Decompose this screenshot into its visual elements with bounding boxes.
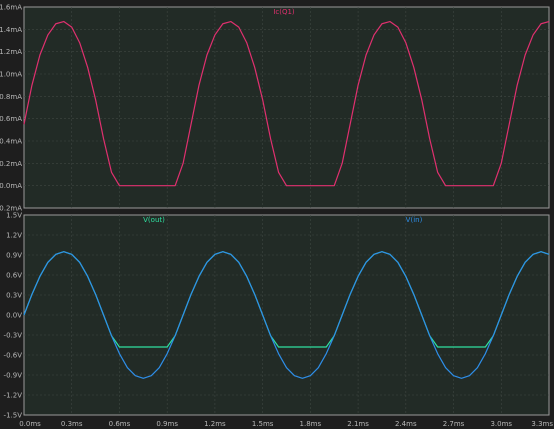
y-tick-label: 1.5V	[6, 212, 22, 220]
y-tick-label: -0.2mA	[0, 205, 22, 213]
x-tick-label: 1.8ms	[300, 420, 322, 428]
trace-label[interactable]: V(out)	[143, 216, 165, 224]
trace-label[interactable]: Ic(Q1)	[273, 8, 295, 16]
top-plot-pane[interactable]: 1.6mA 1.4mA 1.2mA 1.0mA 0.8mA 0.6mA 0.4mA 0.2mA…	[0, 4, 550, 213]
x-tick-label: 3.0ms	[490, 420, 512, 428]
trace-v-in[interactable]	[23, 251, 550, 379]
top-y-axis-ticks: 1.6mA 1.4mA 1.2mA 1.0mA 0.8mA 0.6mA 0.4mA 0.2mA…	[0, 4, 22, 213]
y-tick-label: 0.8mA	[0, 93, 22, 101]
top-trace-labels: Ic(Q1)	[273, 8, 295, 16]
trace-label[interactable]: V(in)	[406, 216, 423, 224]
y-tick-label: 0.2mA	[0, 160, 22, 168]
y-tick-label: 0.0V	[6, 312, 22, 320]
y-tick-label: -0.9V	[4, 372, 23, 380]
top-traces	[23, 20, 550, 187]
x-axis-ticks: 0.0ms 0.3ms 0.6ms 0.9ms 1.2ms 1.5ms 1.8ms 2.1ms…	[19, 420, 553, 428]
x-tick-label: 1.2ms	[204, 420, 226, 428]
y-tick-label: 1.2V	[6, 232, 22, 240]
y-tick-label: -1.5V	[4, 412, 23, 420]
top-plot-area	[23, 6, 550, 209]
x-tick-label: 3.3ms	[531, 420, 553, 428]
y-tick-label: -0.6V	[4, 352, 23, 360]
y-tick-label: 1.0mA	[0, 71, 22, 79]
x-tick-label: 2.1ms	[347, 420, 369, 428]
bottom-plot-area	[23, 214, 550, 416]
y-tick-label: 0.3V	[6, 292, 22, 300]
y-tick-label: 0.6mA	[0, 115, 22, 123]
bottom-y-axis-ticks: 1.5V 1.2V 0.9V 0.6V 0.3V 0.0V -0.3V -0.6V -0.9V -…	[4, 212, 23, 420]
x-tick-label: 2.4ms	[395, 420, 417, 428]
x-tick-label: 1.5ms	[252, 420, 274, 428]
y-tick-label: 0.4mA	[0, 138, 22, 146]
trace-ic-q1[interactable]	[23, 20, 550, 187]
bottom-trace-labels: V(out) V(in)	[143, 216, 422, 224]
bottom-traces	[23, 251, 550, 379]
bottom-plot-pane[interactable]: 1.5V 1.2V 0.9V 0.6V 0.3V 0.0V -0.3V -0.6V -0.9V -…	[4, 212, 550, 420]
x-tick-label: 0.0ms	[19, 420, 41, 428]
y-tick-label: 1.2mA	[0, 48, 22, 56]
x-tick-label: 0.3ms	[61, 420, 83, 428]
y-tick-label: 0.6V	[6, 272, 22, 280]
y-tick-label: 1.4mA	[0, 26, 22, 34]
y-tick-label: -1.2V	[4, 392, 23, 400]
y-tick-label: 0.9V	[6, 252, 22, 260]
y-tick-label: -0.3V	[4, 332, 23, 340]
y-tick-label: 0.0mA	[0, 182, 22, 190]
x-tick-label: 0.9ms	[156, 420, 178, 428]
x-tick-label: 0.6ms	[109, 420, 131, 428]
y-tick-label: 1.6mA	[0, 4, 22, 12]
x-tick-label: 2.7ms	[443, 420, 465, 428]
